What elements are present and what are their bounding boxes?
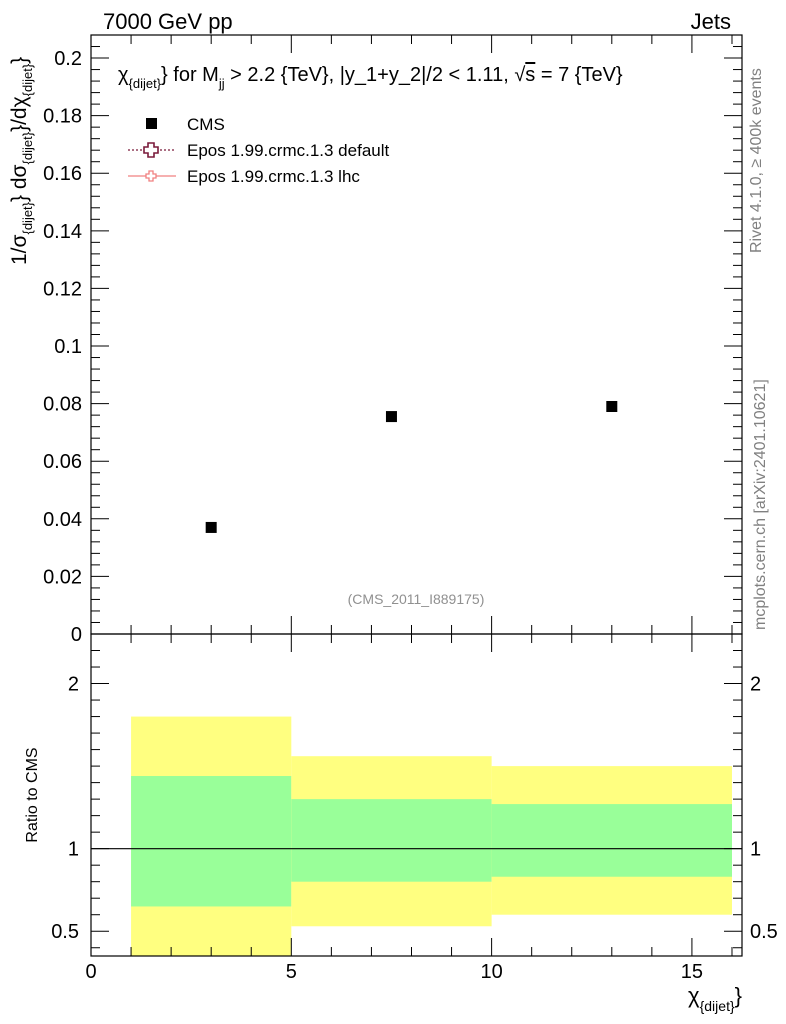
legend-default-marker bbox=[143, 142, 159, 158]
ratio-plot-frame bbox=[90, 633, 743, 957]
ratio-tick-label: 2 bbox=[68, 674, 79, 696]
header-energy: 7000 GeV pp bbox=[103, 9, 233, 34]
main-grid: 0 0.02 0.04 0.06 0.08 0.1 0.12 0.14 0.16 0.18 0.2 bbox=[43, 35, 742, 646]
x-tick-label: 5 bbox=[286, 961, 297, 983]
ratio-inner-band-1 bbox=[291, 799, 492, 882]
y-tick-label: 0.12 bbox=[43, 278, 82, 300]
main-y-axis-label: 1/σ{dijet}} dσ{dijet}}/dχ{dijet}} bbox=[8, 57, 35, 265]
cms-data-point bbox=[205, 521, 217, 533]
legend-cms-label: CMS bbox=[187, 115, 225, 134]
y-tick-label: 0.2 bbox=[54, 48, 82, 70]
legend-cms-marker bbox=[146, 118, 157, 129]
x-tick-label: 10 bbox=[480, 961, 502, 983]
ratio-inner-band-0 bbox=[131, 776, 292, 907]
y-tick-label: 0.14 bbox=[43, 221, 82, 243]
analysis-tag: (CMS_2011_I889175) bbox=[348, 591, 485, 607]
y-tick-label: 0.06 bbox=[43, 451, 82, 473]
cms-data-point bbox=[385, 411, 397, 423]
legend: CMS Epos 1.99.crmc.1.3 default Epos 1.99… bbox=[128, 115, 390, 186]
y-tick-label: 0.16 bbox=[43, 163, 82, 185]
y-tick-label: 0.02 bbox=[43, 566, 82, 588]
ratio-tick-label-right: 2 bbox=[750, 674, 761, 696]
y-tick-label: 0.04 bbox=[43, 509, 82, 531]
legend-lhc-marker bbox=[145, 170, 157, 182]
ratio-bands bbox=[131, 716, 732, 956]
ratio-tick-label-right: 0.5 bbox=[750, 921, 778, 943]
ratio-tick-label-right: 1 bbox=[750, 839, 761, 861]
plot-title: χ{dijet}} for Mjj > 2.2 {TeV}, |y_1+y_2|… bbox=[118, 64, 623, 91]
ratio-inner-band-2 bbox=[491, 804, 732, 877]
y-tick-label: 0.18 bbox=[43, 106, 82, 128]
ratio-grid: 0 5 10 15 0.5 0.5 1 1 2 2 bbox=[51, 634, 778, 983]
ratio-tick-label: 1 bbox=[68, 839, 79, 861]
cms-data-point bbox=[606, 400, 618, 412]
ratio-y-axis-label: Ratio to CMS bbox=[24, 747, 41, 842]
y-tick-label: 0.1 bbox=[54, 336, 82, 358]
legend-default-label: Epos 1.99.crmc.1.3 default bbox=[187, 141, 390, 160]
header-jets: Jets bbox=[691, 9, 731, 34]
y-tick-label: 0.08 bbox=[43, 394, 82, 416]
mcplots-label: mcplots.cern.ch [arXiv:2401.10621] bbox=[752, 379, 769, 630]
y-tick-label: 0 bbox=[71, 624, 82, 646]
rivet-label: Rivet 4.1.0, ≥ 400k events bbox=[748, 68, 765, 253]
x-axis-label: χ{dijet}} bbox=[688, 983, 742, 1014]
legend-lhc-label: Epos 1.99.crmc.1.3 lhc bbox=[187, 167, 360, 186]
x-tick-label: 15 bbox=[681, 961, 703, 983]
main-data-layer bbox=[205, 400, 618, 533]
ratio-tick-label: 0.5 bbox=[51, 921, 79, 943]
x-tick-label: 0 bbox=[85, 961, 96, 983]
